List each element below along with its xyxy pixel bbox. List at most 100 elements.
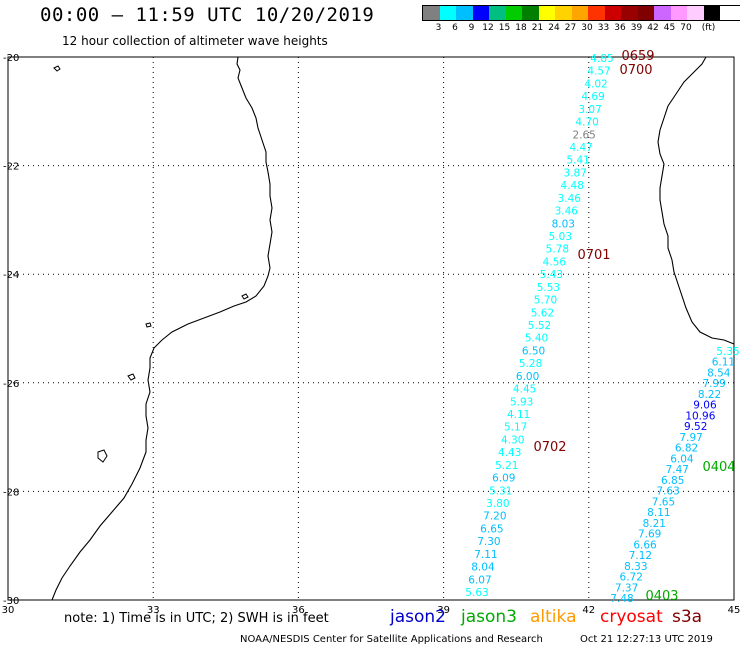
lake-icon: [97, 449, 108, 463]
jason3-time-label: 0404: [702, 460, 735, 475]
map-frame: [7, 56, 735, 601]
color-swatch: [489, 6, 506, 20]
lon-tick-label: 33: [147, 605, 160, 616]
s3a-wave-height-label: 4.47: [569, 142, 592, 154]
color-scale-label: 24: [548, 23, 560, 33]
s3a-wave-height-label: 5.21: [495, 460, 518, 472]
s3a-wave-height-label: 6.50: [522, 345, 545, 357]
jason3-wave-height-label: 7.97: [679, 432, 702, 444]
color-scale-swatches: [422, 5, 740, 21]
page-subtitle: 12 hour collection of altimeter wave hei…: [62, 34, 328, 48]
s3a-wave-height-label: 7.30: [477, 536, 500, 548]
s3a-wave-height-label: 5.62: [531, 307, 554, 319]
s3a-wave-height-label: 2.65: [572, 129, 595, 141]
color-swatch: [439, 6, 456, 20]
lat-tick-label: -22: [3, 162, 19, 173]
madagascar-coastline: [657, 56, 735, 345]
color-swatch: [555, 6, 572, 20]
island-icon: [241, 293, 249, 300]
jason3-wave-height-label: 7.65: [652, 496, 675, 508]
s3a-wave-height-label: 4.70: [575, 117, 598, 129]
s3a-wave-height-label: 4.56: [543, 256, 567, 268]
s3a-wave-height-label: 5.28: [519, 358, 542, 370]
s3a-wave-height-label: 7.11: [474, 549, 497, 561]
jason3-wave-height-label: 7.37: [615, 582, 638, 594]
s3a-wave-height-label: 4.45: [513, 384, 536, 396]
color-scale: 3 6 9 12 15 18 21 24 27 30 33 36 39 42 45 70 (ft): [422, 5, 740, 35]
s3a-wave-height-label: 5.78: [546, 244, 569, 256]
color-scale-label: 9: [468, 23, 475, 33]
s3a-wave-height-label: 8.03: [552, 218, 575, 230]
jason3-wave-height-label: 6.82: [675, 443, 698, 455]
legend-s3a: s3a: [672, 607, 703, 627]
color-scale-label: 6: [452, 23, 458, 33]
jason3-wave-height-label: 8.21: [643, 518, 666, 530]
color-scale-label: 30: [581, 23, 593, 33]
jason3-wave-height-label: 8.33: [624, 561, 647, 573]
legend-jason3: jason3: [461, 607, 517, 627]
lat-tick-label: -20: [3, 53, 19, 64]
lat-tick-label: -24: [3, 270, 19, 281]
s3a-wave-height-label: 3.87: [564, 167, 587, 179]
lon-tick-label: 36: [292, 605, 305, 616]
jason3-wave-height-label: 6.85: [661, 475, 684, 487]
jason3-time-label: 0403: [645, 589, 678, 604]
s3a-wave-height-label: 3.80: [486, 498, 509, 510]
lat-tick-label: -28: [3, 487, 19, 498]
color-scale-label: 18: [515, 23, 527, 33]
color-swatch: [472, 6, 489, 20]
color-swatch: [588, 6, 605, 20]
s3a-wave-height-label: 5.17: [504, 422, 527, 434]
color-swatch: [687, 6, 704, 20]
s3a-wave-height-label: 3.46: [555, 206, 579, 218]
color-swatch: [637, 6, 654, 20]
jason3-wave-height-label: 7.99: [702, 378, 725, 390]
s3a-wave-height-label: 5.40: [525, 333, 548, 345]
color-scale-label: 21: [531, 23, 544, 33]
jason3-wave-height-label: 6.11: [712, 357, 735, 369]
lon-tick-label: 42: [582, 605, 595, 616]
jason3-wave-height-label: 9.06: [693, 400, 717, 412]
legend-altika: altika: [530, 607, 577, 627]
jason3-wave-height-label: 7.69: [638, 529, 661, 541]
lon-tick-label: 30: [2, 605, 15, 616]
s3a-wave-height-label: 5.70: [534, 295, 557, 307]
jason3-wave-height-label: 8.11: [647, 507, 670, 519]
color-scale-label: 15: [498, 23, 511, 33]
color-scale-label: 3: [435, 23, 442, 33]
color-swatch: [522, 6, 539, 20]
s3a-wave-height-label: 5.41: [566, 155, 589, 167]
lon-tick-label: 39: [437, 605, 450, 616]
s3a-wave-height-label: 5.31: [489, 485, 512, 497]
jason3-wave-height-label: 8.22: [698, 389, 721, 401]
color-swatch: [621, 6, 638, 20]
jason3-wave-height-label: 7.12: [629, 550, 652, 562]
s3a-wave-height-label: 4.11: [507, 409, 530, 421]
s3a-wave-height-label: 8.04: [471, 562, 495, 574]
color-swatch: [505, 6, 522, 20]
s3a-wave-height-label: 6.00: [516, 371, 539, 383]
color-scale-label: 12: [482, 23, 494, 33]
credit-text: NOAA/NESDIS Center for Satellite Applica…: [240, 634, 543, 645]
s3a-wave-height-label: 5.52: [528, 320, 551, 332]
color-scale-label: 39: [630, 23, 643, 33]
jason3-wave-height-label: 7.63: [656, 486, 679, 498]
lat-tick-label: -26: [3, 379, 19, 390]
jason3-wave-height-label: 6.72: [620, 572, 643, 584]
color-scale-label: (ft): [701, 23, 716, 33]
jason3-wave-height-label: 5.35: [716, 346, 739, 358]
coastline: [51, 56, 735, 601]
s3a-wave-height-label: 5.03: [549, 231, 572, 243]
color-swatch: [423, 6, 440, 20]
s3a-wave-height-label: 5.53: [537, 282, 560, 294]
color-swatch: [571, 6, 588, 20]
s3a-wave-height-label: 3.46: [558, 193, 582, 205]
color-swatch: [456, 6, 473, 20]
s3a-wave-height-label: 5.43: [540, 269, 563, 281]
island-icon: [145, 322, 152, 328]
color-swatch: [703, 6, 720, 20]
s3a-wave-height-label: 7.20: [483, 511, 506, 523]
s3a-time-label: 0702: [533, 440, 566, 455]
track-s3a-west: 4.854.574.024.693.074.702.654.475.413.87…: [465, 49, 654, 599]
